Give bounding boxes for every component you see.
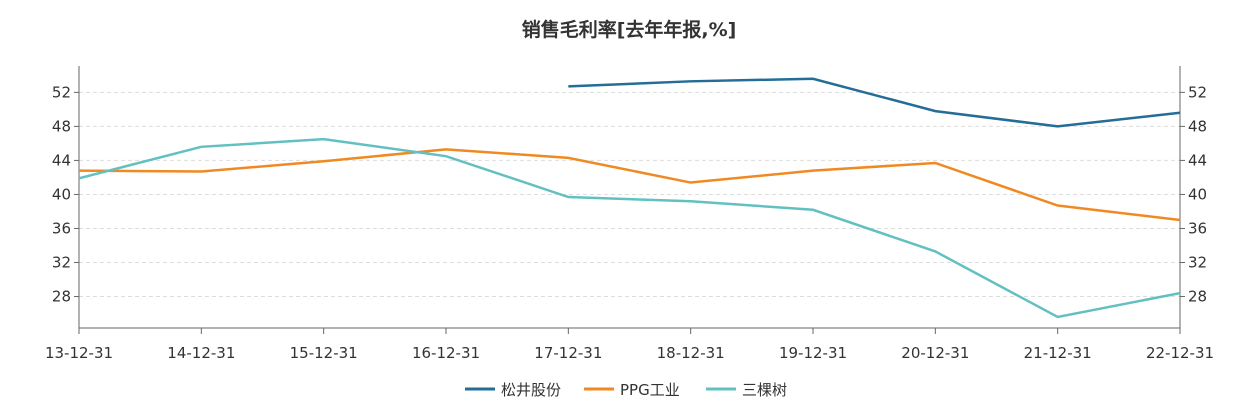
- x-tick-label: 15-12-31: [290, 344, 358, 362]
- x-tick-label: 18-12-31: [657, 344, 725, 362]
- y-tick-label-left: 36: [52, 219, 71, 237]
- x-tick-label: 19-12-31: [779, 344, 847, 362]
- x-tick-label: 20-12-31: [901, 344, 969, 362]
- y-tick-label-left: 44: [52, 151, 71, 169]
- x-tick-label: 17-12-31: [534, 344, 602, 362]
- series-line: [78, 148, 1181, 222]
- y-tick-label-right: 40: [1188, 185, 1207, 203]
- legend-label: PPG工业: [620, 381, 680, 399]
- chart-title: 销售毛利率[去年年报,%]: [522, 18, 737, 41]
- x-tick-label: 22-12-31: [1146, 344, 1214, 362]
- y-tick-label-right: 32: [1188, 254, 1207, 272]
- x-tick-label: 14-12-31: [167, 344, 235, 362]
- x-tick-label: 16-12-31: [412, 344, 480, 362]
- series-line: [78, 137, 1181, 319]
- series-line: [568, 77, 1181, 128]
- legend-label: 松井股份: [501, 381, 561, 399]
- y-tick-label-left: 40: [52, 185, 71, 203]
- x-tick-label: 21-12-31: [1024, 344, 1092, 362]
- y-tick-label-right: 48: [1188, 117, 1207, 135]
- y-tick-label-left: 52: [52, 83, 71, 101]
- y-tick-label-right: 36: [1188, 219, 1207, 237]
- y-tick-label-right: 28: [1188, 288, 1207, 306]
- y-tick-label-right: 44: [1188, 151, 1207, 169]
- x-tick-label: 13-12-31: [45, 344, 113, 362]
- y-tick-label-left: 48: [52, 117, 71, 135]
- y-tick-label-right: 52: [1188, 83, 1207, 101]
- y-tick-label-left: 28: [52, 288, 71, 306]
- y-tick-label-left: 32: [52, 254, 71, 272]
- legend-label: 三棵树: [742, 381, 787, 399]
